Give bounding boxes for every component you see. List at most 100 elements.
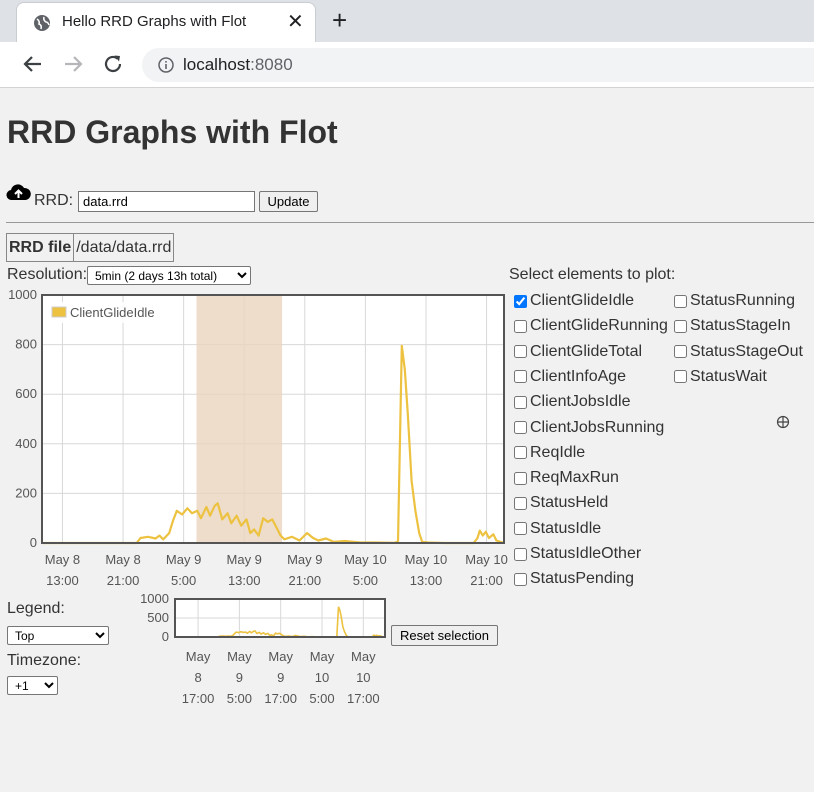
- x-tick-label: 13:00: [228, 573, 261, 588]
- plot-frame: [41, 294, 505, 544]
- x-tick-label: May 9: [287, 552, 322, 567]
- overview-y-tick: 0: [162, 629, 169, 644]
- element-checkbox[interactable]: [674, 319, 687, 333]
- overview-x-tick: 17:00: [182, 691, 215, 705]
- element-checkbox[interactable]: [514, 547, 527, 561]
- element-checkbox[interactable]: [514, 421, 527, 434]
- element-option-clientjobsidle[interactable]: ClientJobsIdle: [514, 393, 631, 411]
- element-option-statusheld[interactable]: StatusHeld: [514, 494, 608, 512]
- page-content: RRD Graphs with Flot RRD: Update RRD fil…: [0, 89, 814, 792]
- element-label: StatusIdle: [530, 519, 602, 537]
- element-label: StatusRunning: [690, 292, 795, 309]
- overview-x-tick: May: [351, 649, 376, 664]
- element-checkbox[interactable]: [514, 471, 527, 485]
- element-option-statusstageout[interactable]: StatusStageOut: [674, 343, 803, 361]
- globe-icon: [34, 15, 50, 31]
- element-option-reqidle[interactable]: ReqIdle: [514, 444, 585, 462]
- select-elements-heading: Select elements to plot:: [509, 266, 676, 283]
- browser-tab[interactable]: Hello RRD Graphs with Flot ✕: [16, 2, 316, 42]
- x-tick-label: 21:00: [289, 573, 322, 588]
- x-tick-label: May 10: [405, 552, 448, 567]
- reload-icon[interactable]: [101, 52, 125, 76]
- x-tick-label: May 9: [166, 552, 201, 567]
- rrd-file-value: /data/data.rrd: [73, 233, 175, 262]
- element-option-clientgliderunning[interactable]: ClientGlideRunning: [514, 317, 668, 335]
- overview-x-tick: 8: [194, 670, 201, 685]
- element-label: StatusStageOut: [690, 342, 803, 360]
- reset-selection-button[interactable]: Reset selection: [391, 625, 498, 646]
- element-checkbox[interactable]: [514, 572, 527, 586]
- element-checkbox[interactable]: [514, 294, 527, 308]
- overview-x-tick: May: [268, 649, 293, 664]
- y-axis-labels: 0 200 400 600 800 1000: [8, 289, 37, 550]
- overview-y-tick: 1000: [140, 593, 169, 606]
- y-tick-label: 200: [15, 485, 37, 500]
- page-title: RRD Graphs with Flot: [7, 114, 338, 150]
- element-label: ClientJobsIdle: [530, 393, 631, 411]
- timezone-select[interactable]: +1: [7, 676, 58, 695]
- rrd-label: RRD:: [34, 192, 74, 209]
- element-option-statusidle[interactable]: StatusIdle: [514, 520, 601, 538]
- element-checkbox[interactable]: [514, 345, 527, 359]
- url-port: :8080: [250, 55, 293, 74]
- y-tick-label: 600: [15, 386, 37, 401]
- resolution-select[interactable]: 5min (2 days 13h total): [87, 266, 251, 285]
- element-option-clientglidetotal[interactable]: ClientGlideTotal: [514, 343, 642, 361]
- overview-x-labels: May 8 17:00 May 9 5:00 May 9 17:00 May 10 5:00 May 10…: [182, 649, 380, 705]
- element-checkbox[interactable]: [514, 496, 527, 510]
- info-icon[interactable]: [158, 57, 174, 73]
- overview-x-tick: 10: [315, 670, 329, 685]
- new-tab-button[interactable]: +: [332, 5, 348, 35]
- forward-arrow-icon[interactable]: [61, 52, 85, 76]
- tab-strip: Hello RRD Graphs with Flot ✕ +: [0, 0, 814, 42]
- element-checkbox[interactable]: [514, 319, 527, 333]
- overview-x-tick: May: [310, 649, 335, 664]
- selection-band[interactable]: [196, 295, 283, 543]
- legend-position-select[interactable]: Top: [7, 626, 109, 645]
- element-option-statusidleother[interactable]: StatusIdleOther: [514, 545, 641, 563]
- rrd-filename-input[interactable]: [78, 191, 255, 212]
- overview-x-tick: 5:00: [227, 691, 252, 705]
- element-checkbox[interactable]: [514, 522, 527, 536]
- element-checkbox[interactable]: [514, 446, 527, 460]
- x-tick-label: 5:00: [171, 573, 196, 588]
- element-option-statusstagein[interactable]: StatusStageIn: [674, 317, 791, 335]
- element-checkbox[interactable]: [674, 294, 687, 308]
- update-button[interactable]: Update: [259, 191, 318, 212]
- x-tick-label: 21:00: [470, 573, 503, 588]
- rrd-file-key: RRD file: [5, 233, 75, 262]
- element-label: StatusHeld: [530, 494, 609, 512]
- x-tick-label: 5:00: [353, 573, 378, 588]
- element-option-clientinfoage[interactable]: ClientInfoAge: [514, 368, 626, 386]
- address-bar[interactable]: localhost:8080: [142, 48, 814, 82]
- element-label: ClientInfoAge: [530, 367, 627, 385]
- y-tick-label: 800: [15, 337, 37, 352]
- element-option-clientglideidle[interactable]: ClientGlideIdle: [514, 292, 634, 310]
- element-option-statuswait[interactable]: StatusWait: [674, 368, 767, 386]
- element-option-clientjobsrunning[interactable]: ClientJobsRunning: [514, 419, 664, 437]
- x-tick-label: May 10: [465, 552, 508, 567]
- element-checkbox[interactable]: [674, 370, 687, 384]
- element-label: StatusWait: [690, 367, 767, 385]
- overview-chart[interactable]: 0 500 1000 May 8 17:00 May 9 5:00 May 9 17:00 May 10…: [140, 593, 390, 705]
- element-checkbox[interactable]: [514, 395, 527, 409]
- element-label: ReqMaxRun: [530, 469, 619, 487]
- element-option-reqmaxrun[interactable]: ReqMaxRun: [514, 469, 619, 487]
- url-text[interactable]: localhost:8080: [183, 55, 293, 75]
- element-checkbox[interactable]: [514, 370, 527, 384]
- rrd-file-table: RRD file /data/data.rrd: [5, 233, 175, 262]
- x-tick-label: May 9: [227, 552, 262, 567]
- element-label: ClientGlideIdle: [530, 292, 635, 309]
- close-tab-icon[interactable]: ✕: [287, 11, 304, 33]
- y-tick-label: 400: [15, 436, 37, 451]
- cloud-upload-icon: [6, 184, 31, 201]
- element-checkbox[interactable]: [674, 345, 687, 359]
- chart-legend: ClientGlideIdle: [46, 302, 160, 323]
- element-option-statusrunning[interactable]: StatusRunning: [674, 292, 795, 310]
- x-tick-label: May 8: [105, 552, 140, 567]
- back-arrow-icon[interactable]: [21, 52, 45, 76]
- divider: [6, 222, 814, 223]
- element-label: ClientJobsRunning: [530, 418, 665, 436]
- element-option-statuspending[interactable]: StatusPending: [514, 570, 634, 588]
